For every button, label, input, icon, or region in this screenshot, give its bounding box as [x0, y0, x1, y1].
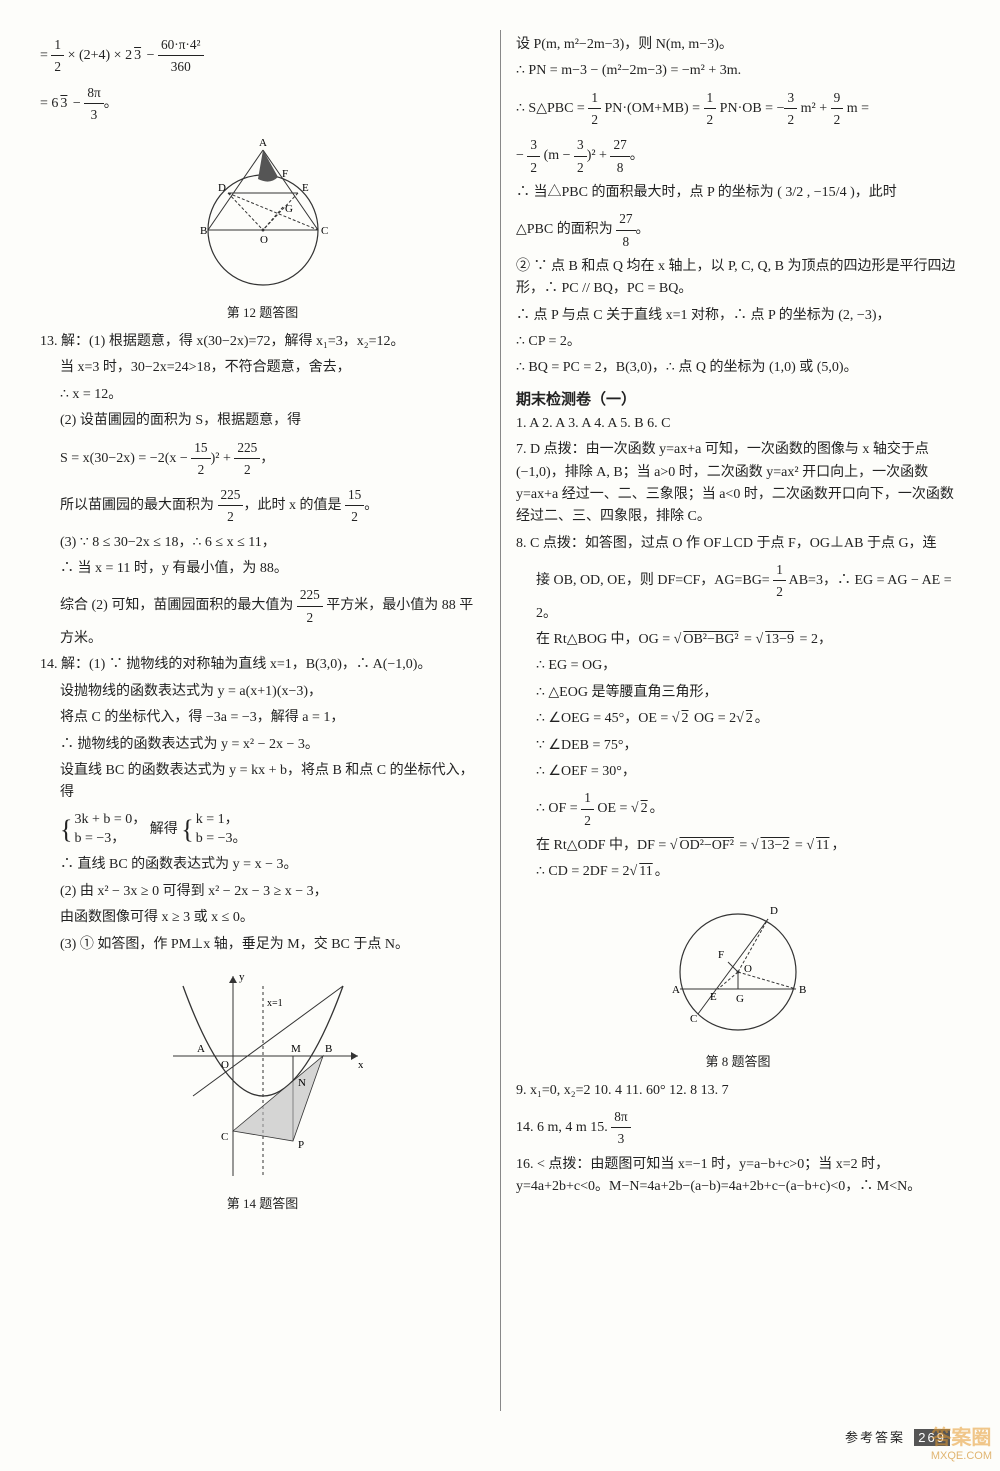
svg-text:C: C: [321, 225, 328, 237]
svg-text:A: A: [197, 1043, 205, 1055]
svg-text:B: B: [200, 225, 207, 237]
q13-line2: 当 x=3 时，30−2x=24>18，不符合题意，舍去，: [40, 357, 485, 379]
r-line2: ∴ PN = m−3 − (m²−2m−3) = −m² + 3m.: [516, 60, 960, 82]
q13-line7: (3) ∵ 8 ≤ 30−2x ≤ 18，∴ 6 ≤ x ≤ 11，: [40, 532, 485, 554]
fig8-svg: D F O A E G B C: [658, 894, 818, 1044]
fig12-caption: 第 12 题答图: [40, 302, 485, 321]
r-line5: ∴ 当△PBC 的面积最大时，点 P 的坐标为 ( 3/2 , −15/4 )，…: [516, 182, 960, 204]
svg-text:x: x: [358, 1059, 363, 1071]
q14-line5: 设直线 BC 的函数表达式为 y = kx + b，将点 B 和点 C 的坐标代…: [40, 760, 485, 805]
q8-line5: ∴ △EOG 是等腰直角三角形，: [516, 682, 960, 704]
q8-line6: ∴ ∠OEG = 45°，OE = √2 OG = 2√2。: [516, 708, 960, 730]
q8-line1: 8. C 点拨：如答图，过点 O 作 OF⊥CD 于点 F，OG⊥AB 于点 G…: [516, 533, 960, 555]
r-line3: ∴ S△PBC = 12 PN·(OM+MB) = 12 PN·OB = −32…: [516, 87, 960, 131]
svg-text:B: B: [325, 1043, 332, 1055]
r-line1: 设 P(m, m²−2m−3)，则 N(m, m−3)。: [516, 34, 960, 56]
q14-line2: 设抛物线的函数表达式为 y = a(x+1)(x−3)，: [40, 681, 485, 703]
fig8-caption: 第 8 题答图: [516, 1051, 960, 1070]
q13-line3: ∴ x = 12。: [40, 384, 485, 406]
q13-line4: (2) 设苗圃园的面积为 S，根据题意，得: [40, 410, 485, 432]
svg-text:D: D: [218, 182, 226, 194]
q13-line6: 所以苗圃园的最大面积为 2252，此时 x 的值是 152。: [40, 484, 485, 528]
q13-line9: 综合 (2) 可知，苗圃园面积的最大值为 2252 平方米，最小值为 88 平方…: [40, 584, 485, 650]
q8-line10: 在 Rt△ODF 中，DF = √OD²−OF² = √13−2 = √11，: [516, 835, 960, 857]
r-line4: − 32 (m − 32)² + 278。: [516, 134, 960, 178]
r-line10: ∴ BQ = PC = 2，B(3,0)，∴ 点 Q 的坐标为 (1,0) 或 …: [516, 357, 960, 379]
svg-text:E: E: [710, 991, 717, 1003]
svg-text:D: D: [770, 905, 778, 917]
svg-text:B: B: [799, 984, 806, 996]
svg-text:O: O: [221, 1059, 229, 1071]
q13-line8: ∴ 当 x = 11 时，y 有最小值，为 88。: [40, 558, 485, 580]
left-column: = 12 × (2+4) × 23 − 60·π·4²360 = 63 − 8π…: [40, 30, 500, 1411]
fig14-caption: 第 14 题答图: [40, 1193, 485, 1212]
r-line7: ② ∵ 点 B 和点 Q 均在 x 轴上，以 P, C, Q, B 为顶点的四边…: [516, 256, 960, 301]
svg-text:x=1: x=1: [267, 998, 283, 1009]
svg-text:N: N: [298, 1077, 306, 1089]
q14-line4: ∴ 抛物线的函数表达式为 y = x² − 2x − 3。: [40, 734, 485, 756]
r-line8: ∴ 点 P 与点 C 关于直线 x=1 对称，∴ 点 P 的坐标为 (2, −3…: [516, 305, 960, 327]
svg-text:O: O: [260, 234, 268, 246]
svg-text:P: P: [298, 1139, 304, 1151]
q14-line7: (2) 由 x² − 3x ≥ 0 可得到 x² − 2x − 3 ≥ x − …: [40, 881, 485, 903]
r-line9: ∴ CP = 2。: [516, 331, 960, 353]
q13-line5: S = x(30−2x) = −2(x − 152)² + 2252，: [40, 437, 485, 481]
q8-line2: 接 OB, OD, OE，则 DF=CF，AG=BG= 12 AB=3，∴ EG…: [516, 559, 960, 625]
frac-half: 12: [51, 34, 64, 78]
fig14-svg: x y x=1 A O M B N C P: [163, 966, 363, 1186]
q8-line9: ∴ OF = 12 OE = √2。: [516, 787, 960, 831]
svg-text:M: M: [291, 1043, 301, 1055]
q14-line1: 14. 解：(1) ∵ 抛物线的对称轴为直线 x=1，B(3,0)，∴ A(−1…: [40, 654, 485, 676]
fig12-svg: A F D E G B C O: [178, 135, 348, 295]
q16: 16. < 点拨：由题图可知当 x=−1 时，y=a−b+c>0；当 x=2 时…: [516, 1154, 960, 1199]
q14-line6: ∴ 直线 BC 的函数表达式为 y = x − 3。: [40, 854, 485, 876]
svg-text:G: G: [736, 993, 744, 1005]
svg-text:F: F: [282, 168, 288, 180]
svg-text:A: A: [672, 984, 680, 996]
figure-8: D F O A E G B C 第 8 题答图: [516, 894, 960, 1070]
q8-line3: 在 Rt△BOG 中，OG = √OB²−BG² = √13−9 = 2，: [516, 629, 960, 651]
svg-text:F: F: [718, 949, 724, 961]
figure-14: x y x=1 A O M B N C P 第 14 题答图: [40, 966, 485, 1212]
svg-text:G: G: [285, 203, 293, 215]
q8-line11: ∴ CD = 2DF = 2√11。: [516, 861, 960, 883]
footer-label: 参考答案: [845, 1430, 905, 1445]
section-title-final1: 期末检测卷（一）: [516, 388, 960, 409]
q13-line1: 13. 解：(1) 根据题意，得 x(30−2x)=72，解得 x₁=3，x₂=…: [40, 331, 485, 353]
q14-line9: (3) ① 如答图，作 PM⊥x 轴，垂足为 M，交 BC 于点 N。: [40, 934, 485, 956]
q14-system: {3k + b = 0，b = −3， 解得 {k = 1，b = −3。: [40, 809, 485, 851]
eq-line-1: = 12 × (2+4) × 23 − 60·π·4²360: [40, 34, 485, 78]
q14-line3: 将点 C 的坐标代入，得 −3a = −3，解得 a = 1，: [40, 707, 485, 729]
mc-answers: 1. A 2. A 3. A 4. A 5. B 6. C: [516, 413, 960, 435]
figure-12: A F D E G B C O 第 12 题答图: [40, 135, 485, 321]
r-line6: △PBC 的面积为 278。: [516, 208, 960, 252]
q8-line8: ∴ ∠OEF = 30°，: [516, 761, 960, 783]
svg-text:E: E: [302, 182, 309, 194]
q14-line8: 由函数图像可得 x ≥ 3 或 x ≤ 0。: [40, 907, 485, 929]
right-column: 设 P(m, m²−2m−3)，则 N(m, m−3)。 ∴ PN = m−3 …: [500, 30, 960, 1411]
svg-text:A: A: [259, 137, 267, 149]
svg-text:O: O: [744, 963, 752, 975]
svg-text:y: y: [239, 971, 245, 983]
eq-line-2: = 63 − 8π3。: [40, 82, 485, 126]
svg-text:C: C: [690, 1013, 697, 1025]
q14-15: 14. 6 m, 4 m 15. 8π3: [516, 1106, 960, 1150]
q8-line4: ∴ EG = OG，: [516, 655, 960, 677]
svg-text:C: C: [221, 1131, 228, 1143]
q8-line7: ∵ ∠DEB = 75°，: [516, 735, 960, 757]
q9-13: 9. x₁=0, x₂=2 10. 4 11. 60° 12. 8 13. 7: [516, 1080, 960, 1102]
watermark: 答案圈 MXQE.COM: [931, 1426, 992, 1463]
q7-sol: 7. D 点拨：由一次函数 y=ax+a 可知，一次函数的图像与 x 轴交于点 …: [516, 439, 960, 529]
frac-arc: 60·π·4²360: [158, 34, 204, 78]
